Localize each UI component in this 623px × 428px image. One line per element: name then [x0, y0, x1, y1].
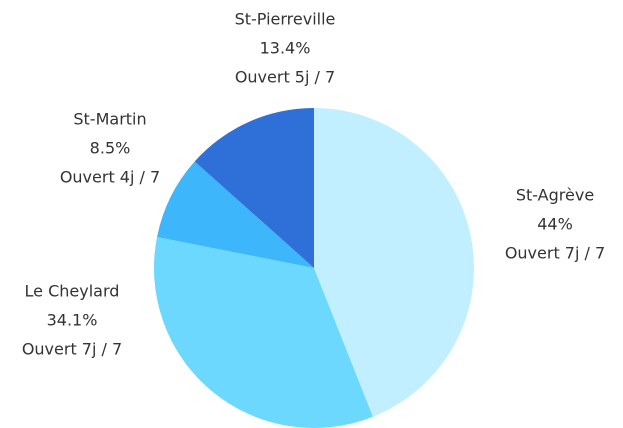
slice-annotation: Ouvert 4j / 7	[60, 168, 160, 187]
pie-slice	[314, 108, 475, 417]
pie-slice	[154, 237, 373, 428]
pie-slice	[194, 108, 314, 268]
slice-annotation: Ouvert 5j / 7	[235, 68, 335, 87]
slice-label: St-Agrève	[516, 186, 594, 205]
slice-label: Le Cheylard	[25, 282, 120, 301]
slice-annotation: Ouvert 7j / 7	[22, 340, 122, 359]
slice-value-label: 44%	[537, 215, 573, 234]
slice-label: St-Martin	[73, 110, 146, 129]
slice-value-label: 13.4%	[260, 39, 311, 58]
slice-value-label: 8.5%	[90, 139, 131, 158]
pie-slice	[157, 161, 314, 268]
slice-label: St-Pierreville	[235, 10, 336, 29]
slice-value-label: 34.1%	[47, 311, 98, 330]
slice-annotation: Ouvert 7j / 7	[505, 244, 605, 263]
